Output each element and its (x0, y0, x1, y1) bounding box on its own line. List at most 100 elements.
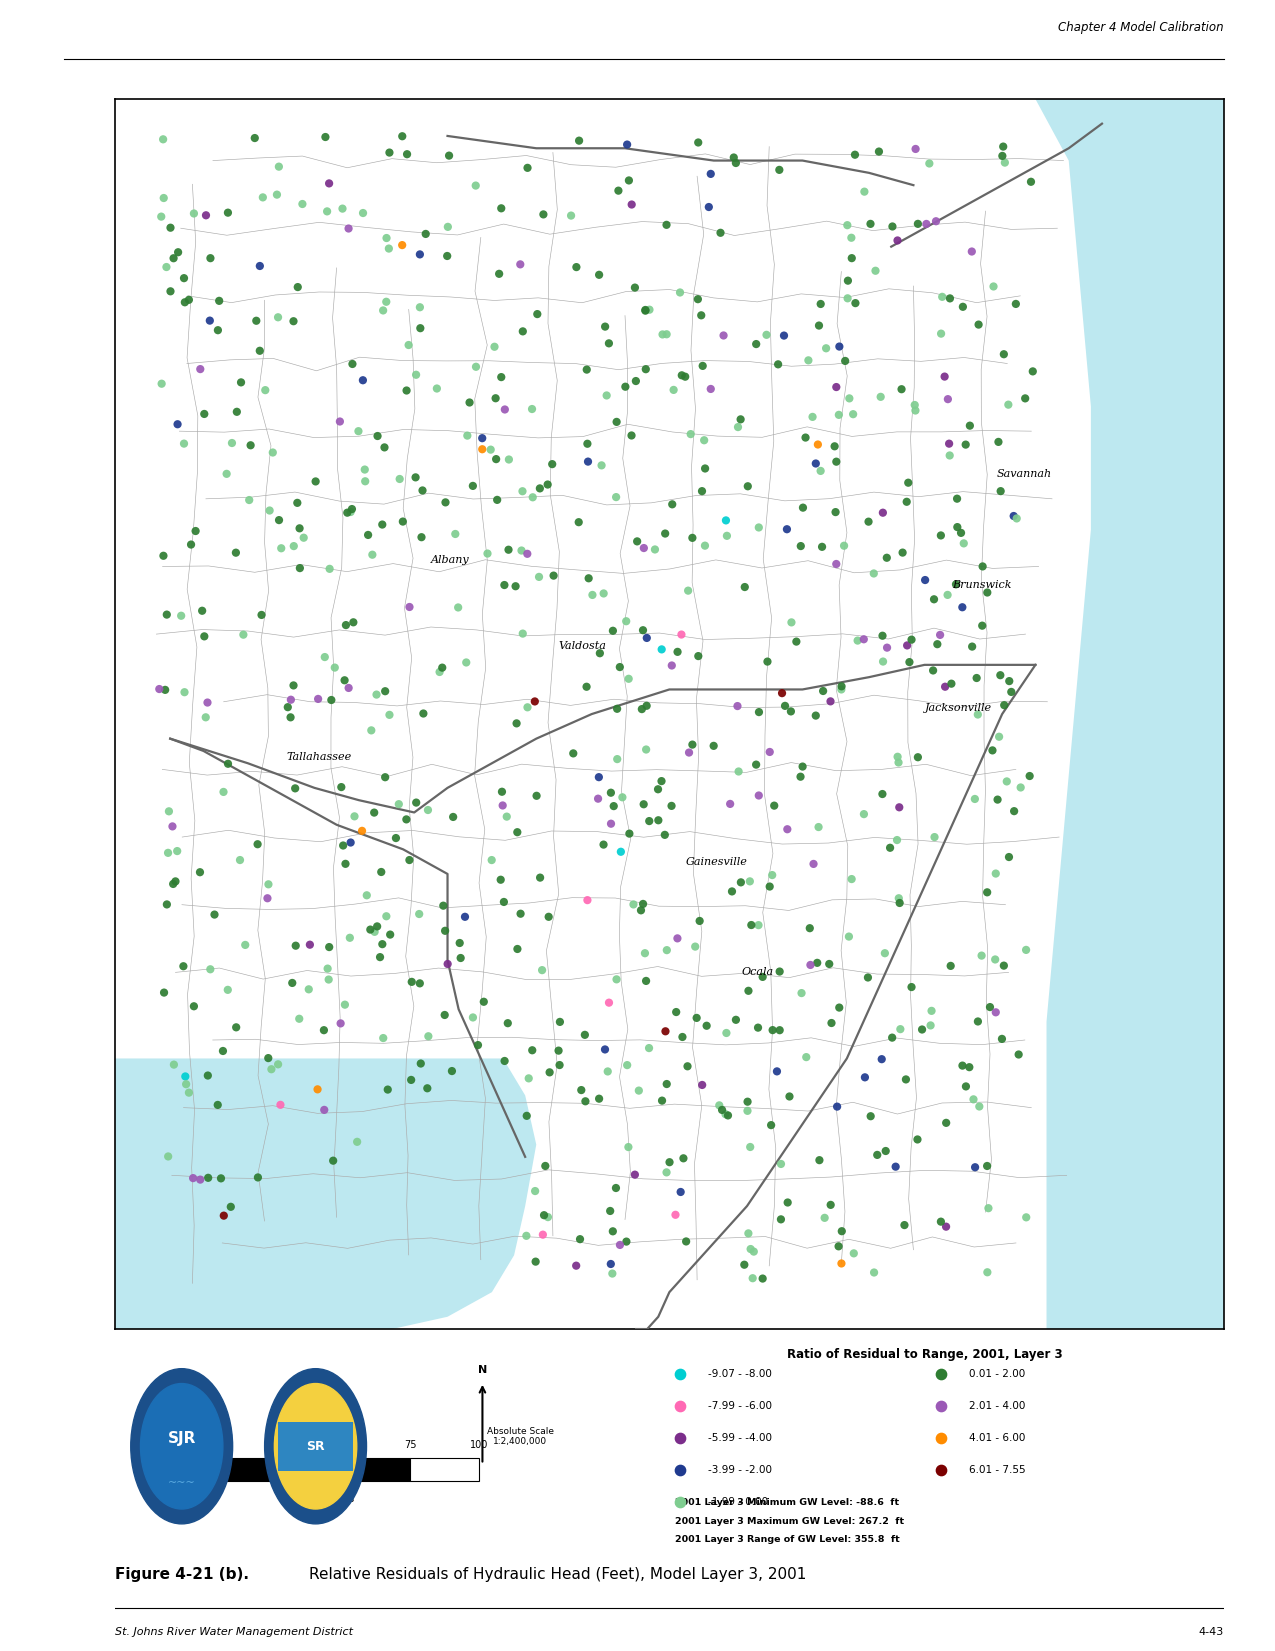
Point (320, 556, 340, 583)
Point (527, 300, 547, 327)
Point (826, 449, 847, 475)
Point (826, 551, 847, 578)
Point (190, 1166, 210, 1192)
Point (150, 203, 171, 229)
Point (506, 710, 527, 736)
Point (397, 806, 417, 832)
Point (597, 383, 617, 409)
Point (158, 797, 178, 824)
Point (831, 1250, 852, 1276)
Point (278, 693, 298, 720)
Point (831, 674, 852, 700)
Point (307, 1076, 328, 1103)
Point (993, 953, 1014, 979)
Point (896, 1067, 917, 1093)
Point (283, 672, 303, 698)
Point (704, 733, 724, 759)
Point (853, 626, 873, 652)
Point (616, 608, 636, 634)
Point (166, 868, 186, 895)
Point (198, 1164, 218, 1190)
Point (176, 1071, 196, 1098)
Point (592, 452, 612, 479)
Point (671, 1360, 691, 1387)
Point (245, 125, 265, 152)
Point (354, 456, 375, 482)
Point (342, 495, 362, 522)
Point (149, 675, 170, 702)
Point (222, 429, 242, 456)
Point (966, 665, 987, 692)
Point (812, 533, 833, 560)
Point (184, 200, 204, 226)
Circle shape (265, 1369, 366, 1524)
Point (529, 475, 550, 502)
Point (370, 944, 390, 971)
Point (924, 586, 945, 613)
Point (259, 872, 279, 898)
Point (598, 1058, 618, 1085)
Point (499, 537, 519, 563)
Point (268, 304, 288, 330)
Point (808, 814, 829, 840)
Point (251, 601, 272, 627)
Point (372, 512, 393, 538)
Point (330, 1010, 351, 1037)
Point (519, 1065, 539, 1091)
Point (289, 1005, 310, 1032)
Text: Jacksonville: Jacksonville (924, 703, 992, 713)
Point (182, 1166, 203, 1192)
Point (593, 832, 613, 859)
Point (376, 289, 397, 315)
Point (636, 967, 657, 994)
Point (825, 499, 845, 525)
Point (965, 786, 986, 812)
Point (715, 507, 736, 533)
Point (481, 436, 501, 462)
Point (657, 1159, 677, 1185)
Point (459, 390, 479, 416)
Point (606, 484, 626, 510)
Point (977, 580, 997, 606)
Point (738, 1220, 759, 1247)
Point (741, 1237, 761, 1263)
Point (652, 768, 672, 794)
Point (507, 936, 528, 963)
Point (941, 953, 961, 979)
Point (397, 378, 417, 404)
Point (198, 690, 218, 717)
Point (472, 436, 492, 462)
Point (632, 617, 653, 644)
Point (365, 918, 385, 944)
Point (437, 243, 458, 269)
Point (695, 456, 715, 482)
Point (319, 966, 339, 992)
Point (979, 994, 1000, 1020)
Point (398, 332, 418, 358)
Point (175, 679, 195, 705)
Point (226, 540, 246, 566)
Point (409, 901, 430, 928)
Point (885, 1154, 905, 1180)
Point (757, 649, 778, 675)
Point (463, 472, 483, 499)
Point (965, 1154, 986, 1180)
Point (671, 621, 691, 647)
Point (617, 1052, 638, 1078)
Point (947, 485, 968, 512)
Point (491, 195, 511, 221)
Point (905, 398, 926, 424)
Point (639, 807, 659, 834)
Point (839, 385, 859, 411)
Point (635, 297, 655, 324)
Point (687, 286, 708, 312)
Point (200, 244, 221, 271)
Point (529, 563, 550, 589)
Point (321, 687, 342, 713)
Point (589, 1085, 609, 1111)
Text: SR: SR (306, 1440, 325, 1453)
Point (1011, 774, 1031, 801)
Point (993, 342, 1014, 368)
Point (548, 1037, 569, 1063)
Point (601, 811, 621, 837)
